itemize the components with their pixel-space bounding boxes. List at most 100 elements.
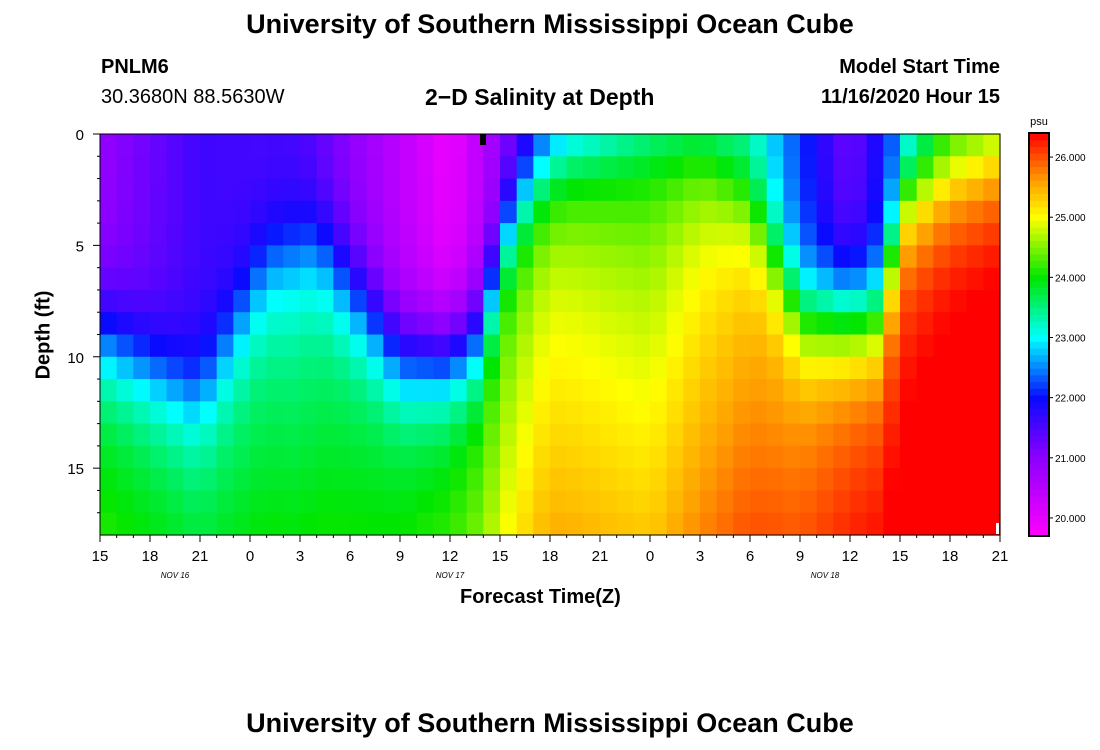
heatmap-cell: [733, 156, 751, 180]
heatmap-cell: [533, 512, 551, 536]
heatmap-cell: [433, 267, 451, 291]
heatmap-cell: [900, 178, 918, 202]
heatmap-cell: [800, 267, 818, 291]
heatmap-cell: [100, 312, 118, 336]
heatmap-cell: [100, 445, 118, 469]
heatmap-cell: [400, 379, 418, 402]
heatmap-cell: [100, 334, 118, 358]
heatmap-cell: [366, 379, 384, 402]
heatmap-cell: [633, 289, 651, 313]
heatmap-cell: [900, 334, 918, 358]
heatmap-cell: [333, 267, 351, 291]
heatmap-cell: [216, 445, 234, 469]
heatmap-cell: [283, 445, 301, 469]
heatmap-cell: [516, 200, 534, 224]
heatmap-cell: [133, 312, 151, 336]
heatmap-cell: [200, 356, 218, 380]
heatmap-cell: [733, 445, 751, 469]
heatmap-cell: [950, 312, 968, 336]
heatmap-cell: [966, 267, 984, 291]
heatmap-cell: [916, 200, 934, 224]
heatmap-cell: [950, 468, 968, 492]
heatmap-cell: [516, 289, 534, 313]
heatmap-cell: [450, 289, 468, 313]
heatmap-cell: [916, 223, 934, 246]
colorbar-segment: [1029, 361, 1049, 369]
heatmap-cell: [366, 445, 384, 469]
heatmap-cell: [466, 223, 484, 246]
heatmap-cell: [450, 490, 468, 514]
heatmap-cell: [566, 134, 584, 157]
heatmap-cell: [400, 512, 418, 536]
heatmap-cell: [500, 401, 518, 425]
heatmap-cell: [483, 267, 501, 291]
heatmap-cell: [316, 445, 334, 469]
heatmap-cell: [966, 245, 984, 269]
heatmap-cell: [683, 245, 701, 269]
heatmap-cell: [966, 156, 984, 180]
heatmap-cell: [333, 490, 351, 514]
heatmap-cell: [666, 423, 684, 447]
station-coordinates: 30.3680N 88.5630W: [101, 86, 285, 108]
heatmap-cell: [300, 468, 318, 492]
heatmap-cell: [550, 334, 568, 358]
heatmap-cell: [766, 512, 784, 536]
heatmap-cell: [400, 423, 418, 447]
heatmap-cell: [450, 312, 468, 336]
heatmap-cell: [350, 445, 368, 469]
heatmap-cell: [766, 289, 784, 313]
heatmap-cell: [450, 334, 468, 358]
heatmap-cell: [216, 267, 234, 291]
plot-title: 2−D Salinity at Depth: [425, 84, 655, 110]
x-tick-label: 18: [542, 548, 559, 565]
heatmap-cell: [100, 401, 118, 425]
heatmap-cell: [283, 134, 301, 157]
heatmap-cell: [700, 334, 718, 358]
heatmap-cell: [533, 223, 551, 246]
heatmap-cell: [716, 178, 734, 202]
heatmap-cell: [200, 312, 218, 336]
heatmap-cell: [283, 267, 301, 291]
heatmap-cell: [733, 423, 751, 447]
heatmap-cell: [650, 223, 668, 246]
heatmap-cell: [216, 245, 234, 269]
heatmap-cell: [583, 379, 601, 402]
heatmap-cell: [666, 512, 684, 536]
heatmap-cell: [816, 178, 834, 202]
heatmap-cell: [300, 156, 318, 180]
heatmap-cell: [566, 223, 584, 246]
heatmap-cell: [933, 334, 951, 358]
heatmap-cell: [950, 156, 968, 180]
colorbar-segment: [1029, 260, 1049, 268]
heatmap-cell: [466, 245, 484, 269]
heatmap-cell: [200, 423, 218, 447]
heatmap-cell: [433, 356, 451, 380]
heatmap-cell: [333, 423, 351, 447]
x-tick-label: 6: [346, 548, 354, 565]
heatmap-cell: [166, 178, 184, 202]
heatmap-cell: [916, 401, 934, 425]
heatmap-cell: [316, 379, 334, 402]
heatmap-cell: [700, 156, 718, 180]
heatmap-cell: [183, 423, 201, 447]
colorbar-segment: [1029, 354, 1049, 362]
colorbar-segment: [1029, 509, 1049, 517]
heatmap-cell: [633, 490, 651, 514]
heatmap-cell: [116, 245, 134, 269]
x-tick-label: 9: [396, 548, 404, 565]
heatmap-cell: [783, 289, 801, 313]
heatmap-cell: [566, 512, 584, 536]
heatmap-cell: [316, 289, 334, 313]
heatmap-cell: [366, 289, 384, 313]
colorbar-segment: [1029, 488, 1049, 497]
heatmap-cell: [433, 178, 451, 202]
heatmap-cell: [916, 468, 934, 492]
heatmap-cell: [483, 223, 501, 246]
heatmap-cell: [116, 490, 134, 514]
heatmap-cell: [850, 134, 868, 157]
heatmap-cell: [816, 134, 834, 157]
heatmap-cell: [416, 468, 434, 492]
heatmap-cell: [500, 312, 518, 336]
heatmap-cell: [750, 289, 768, 313]
heatmap-cell: [633, 401, 651, 425]
